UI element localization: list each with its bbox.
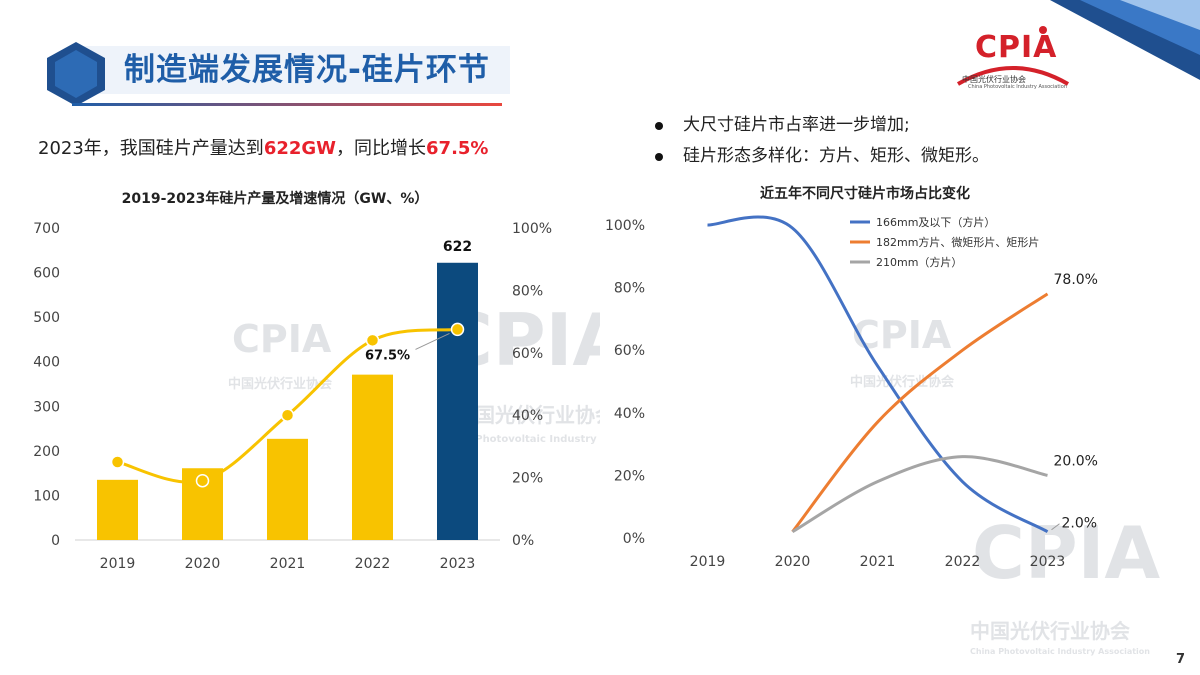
x-tick-label: 2022 — [355, 556, 391, 572]
summary-value-production: 622GW — [263, 138, 337, 159]
y2-tick-label: 0% — [512, 533, 534, 549]
line-data-label: 67.5% — [365, 348, 410, 363]
bullet-list: 大尺寸硅片市占率进一步增加; 硅片形态多样化：方片、矩形、微矩形。 — [655, 110, 989, 172]
x-tick-label: 2020 — [775, 554, 811, 570]
summary-value-growth: 67.5% — [426, 138, 489, 159]
x-tick-label: 2023 — [1030, 554, 1066, 570]
label-leader-line — [1051, 523, 1060, 531]
y-tick-label: 40% — [614, 406, 645, 422]
watermark: CPIA 中国光伏行业协会 CPIA 中国光伏行业协会 China Photov… — [228, 298, 600, 445]
growth-point — [110, 455, 125, 469]
growth-point — [365, 333, 380, 348]
summary-middle: ，同比增长 — [336, 138, 427, 159]
logo-text: CPIA — [975, 30, 1058, 65]
label-leader-line — [415, 332, 450, 350]
labels-group: 78.0% 20.0% 2.0% — [1051, 272, 1098, 532]
bullet-item: 硅片形态多样化：方片、矩形、微矩形。 — [655, 141, 989, 172]
series-line — [707, 215, 1049, 534]
watermark-cn-3: 中国光伏行业协会 — [970, 619, 1130, 643]
growth-point — [195, 473, 210, 488]
logo-subtitle-en: China Photovoltaic Industry Association — [968, 84, 1067, 90]
page-title: 制造端发展情况-硅片环节 — [124, 52, 490, 88]
corner-decoration — [1050, 0, 1200, 80]
market-share-chart: CPIA 中国光伏行业协会 CPIA 中国光伏行业协会 China Photov… — [605, 215, 1160, 656]
x-tick-label: 2020 — [185, 556, 221, 572]
x-tick-label: 2021 — [270, 556, 306, 572]
watermark-cn: 中国光伏行业协会 — [850, 374, 955, 390]
legend: 166mm及以下（方片） 182mm方片、微矩形片、矩形片 210mm（方片） — [850, 215, 1039, 269]
series-line — [791, 455, 1048, 534]
right-chart-title: 近五年不同尺寸硅片市场占比变化 — [760, 186, 970, 202]
y-tick-label: 300 — [33, 399, 60, 415]
bullet-item: 大尺寸硅片市占率进一步增加; — [655, 110, 989, 141]
title-background — [70, 46, 510, 94]
page-number: 7 — [1176, 652, 1186, 667]
labels-group: 622 67.5% — [365, 239, 472, 364]
watermark-cn-2: 中国光伏行业协会 — [455, 403, 600, 427]
legend-label: 166mm及以下（方片） — [876, 215, 995, 229]
title-underline — [72, 103, 502, 106]
hexagon-icon — [47, 42, 105, 106]
y-tick-label: 100% — [605, 218, 645, 234]
summary-text: 2023年，我国硅片产量达到622GW，同比增长67.5% — [38, 134, 488, 160]
lines-group — [707, 215, 1049, 534]
watermark-en-2: China Photovoltaic Industry Association — [440, 434, 600, 445]
watermark-cn: 中国光伏行业协会 — [228, 376, 333, 392]
bar — [437, 262, 478, 540]
bullet-icon — [655, 152, 663, 161]
left-chart-title: 2019-2023年硅片产量及增速情况（GW、%） — [121, 191, 429, 207]
y2-tick-label: 80% — [512, 283, 543, 299]
production-chart: CPIA 中国光伏行业协会 CPIA 中国光伏行业协会 China Photov… — [33, 221, 600, 572]
y-tick-label: 60% — [614, 343, 645, 359]
axis-group: 0% 20% 40% 60% 80% 100% 2019 2020 2021 2022 2023 — [605, 218, 1065, 570]
y2-tick-label: 100% — [512, 221, 552, 237]
y-tick-label: 400 — [33, 355, 60, 371]
x-tick-label: 2019 — [100, 556, 136, 572]
logo-subtitle: 中国光伏行业协会 — [962, 75, 1026, 84]
summary-prefix: 2023年，我国硅片产量达到 — [38, 138, 264, 159]
legend-label: 182mm方片、微矩形片、矩形片 — [876, 235, 1039, 249]
y-tick-label: 500 — [33, 310, 60, 326]
bar — [352, 374, 393, 540]
y-tick-label: 0 — [51, 533, 60, 549]
bars-group — [97, 262, 478, 540]
line-data-label: 20.0% — [1054, 453, 1098, 469]
cpia-logo — [956, 26, 1070, 86]
y-tick-label: 0% — [623, 531, 645, 547]
y-tick-label: 20% — [614, 468, 645, 484]
y-tick-label: 700 — [33, 221, 60, 237]
legend-label: 210mm（方片） — [876, 255, 962, 269]
bar — [97, 479, 138, 540]
x-tick-label: 2019 — [690, 554, 726, 570]
watermark-en-3: China Photovoltaic Industry Association — [970, 647, 1150, 656]
x-tick-label: 2022 — [945, 554, 981, 570]
y2-tick-label: 60% — [512, 346, 543, 362]
y2-tick-label: 20% — [512, 471, 543, 487]
y-tick-label: 80% — [614, 281, 645, 297]
bar-data-label: 622 — [443, 239, 472, 255]
bar — [267, 438, 308, 540]
x-tick-label: 2023 — [440, 556, 476, 572]
series-line — [791, 292, 1049, 533]
watermark-text: CPIA — [232, 317, 332, 361]
watermark: CPIA 中国光伏行业协会 CPIA 中国光伏行业协会 China Photov… — [850, 313, 1160, 656]
y-tick-label: 100 — [33, 488, 60, 504]
x-tick-label: 2021 — [860, 554, 896, 570]
line-data-label: 2.0% — [1062, 516, 1098, 532]
watermark-text-3: CPIA — [972, 511, 1160, 595]
growth-point — [280, 408, 295, 422]
bullet-text: 硅片形态多样化：方片、矩形、微矩形。 — [683, 146, 989, 166]
bullet-icon — [655, 121, 663, 130]
y2-tick-label: 40% — [512, 408, 543, 424]
growth-point — [450, 322, 465, 337]
line-group — [110, 322, 465, 488]
bullet-text: 大尺寸硅片市占率进一步增加; — [683, 115, 910, 135]
y-tick-label: 600 — [33, 266, 60, 282]
y-tick-label: 200 — [33, 444, 60, 460]
line-data-label: 78.0% — [1054, 272, 1098, 288]
